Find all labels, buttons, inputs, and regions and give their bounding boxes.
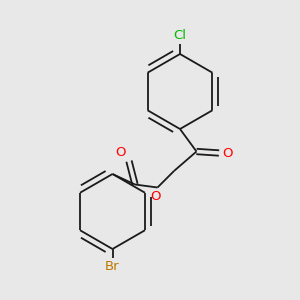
Text: O: O [115,146,125,159]
Text: Cl: Cl [173,29,187,42]
Text: O: O [222,146,232,160]
Text: Br: Br [105,260,120,272]
Text: O: O [150,190,160,203]
